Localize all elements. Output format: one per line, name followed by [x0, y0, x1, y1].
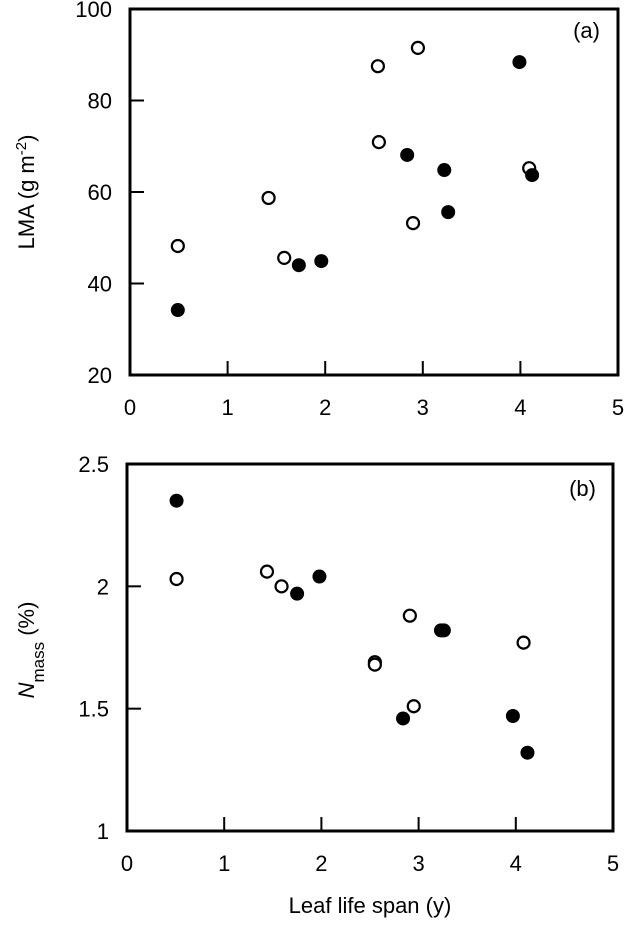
x-tick-label: 1	[218, 851, 230, 876]
panel-a-data-points	[170, 40, 540, 318]
open-circle-marker	[516, 635, 531, 650]
open-circle-marker	[259, 564, 275, 579]
x-tick-label: 3	[417, 395, 429, 420]
filled-circle-marker	[512, 55, 527, 70]
panel-b-frame	[125, 462, 615, 833]
y-tick-label: 1.5	[78, 697, 109, 722]
panel-b-y-axis-title: Nmass (%)	[14, 602, 48, 699]
filled-circle-marker	[396, 711, 411, 726]
x-tick-label: 4	[510, 851, 522, 876]
filled-circle-marker	[437, 163, 452, 178]
open-circle-marker	[169, 571, 184, 587]
filled-circle-marker	[436, 623, 451, 638]
panel-a-label: (a)	[573, 18, 600, 43]
x-tick-label: 2	[315, 851, 327, 876]
open-circle-marker	[406, 699, 421, 714]
filled-circle-marker	[314, 254, 329, 269]
open-circle-marker	[367, 657, 382, 672]
filled-circle-marker	[441, 205, 456, 220]
open-circle-marker	[261, 190, 276, 206]
panel-b-y-axis: 1 1.5 2 2.5	[78, 452, 141, 844]
open-circle-marker	[274, 579, 289, 594]
y-tick-label: 2	[97, 574, 109, 599]
x-tick-label: 1	[221, 395, 233, 420]
filled-circle-marker	[520, 745, 535, 760]
panel-a-y-axis: 20 40 60 80 100	[75, 0, 144, 388]
panel-a-y-axis-title: LMA (g m-2)	[13, 135, 40, 250]
panel-a-x-axis: 0 1 2 3 4 5	[124, 361, 624, 420]
y-tick-label: 40	[88, 272, 112, 297]
panel-b-x-axis: 0 1 2 3 4 5	[121, 817, 619, 876]
y-tick-label: 2.5	[78, 452, 109, 477]
y-tick-label: 80	[88, 89, 112, 114]
x-tick-label: 2	[319, 395, 331, 420]
filled-circle-marker	[400, 147, 415, 162]
filled-circle-marker	[525, 168, 540, 183]
panel-a-lma-chart: 20 40 60 80 100 0 1 2 3 4 5 (a) LMA (g m-2)	[13, 0, 625, 420]
open-circle-marker	[170, 238, 185, 254]
open-circle-marker	[371, 135, 386, 150]
y-tick-label: 60	[88, 180, 112, 205]
x-axis-title: Leaf life span (y)	[289, 893, 452, 918]
filled-circle-marker	[290, 586, 305, 601]
filled-circle-marker	[291, 258, 306, 273]
x-tick-label: 5	[612, 395, 624, 420]
open-circle-marker	[402, 608, 417, 623]
x-tick-label: 3	[412, 851, 424, 876]
panel-b-label: (b)	[569, 476, 596, 501]
open-circle-marker	[405, 216, 421, 231]
filled-circle-marker	[505, 709, 520, 724]
y-tick-label: 20	[88, 363, 112, 388]
open-circle-marker	[277, 250, 292, 265]
filled-circle-marker	[312, 569, 327, 584]
x-tick-label: 0	[124, 395, 136, 420]
open-circle-marker	[410, 40, 426, 55]
x-tick-label: 4	[514, 395, 526, 420]
y-tick-label: 100	[75, 0, 112, 22]
panel-b-data-points	[169, 493, 535, 760]
open-circle-marker	[370, 59, 386, 74]
x-tick-label: 5	[607, 851, 619, 876]
filled-circle-marker	[169, 493, 184, 508]
y-tick-label: 1	[97, 819, 109, 844]
filled-circle-marker	[170, 303, 185, 318]
x-tick-label: 0	[121, 851, 133, 876]
